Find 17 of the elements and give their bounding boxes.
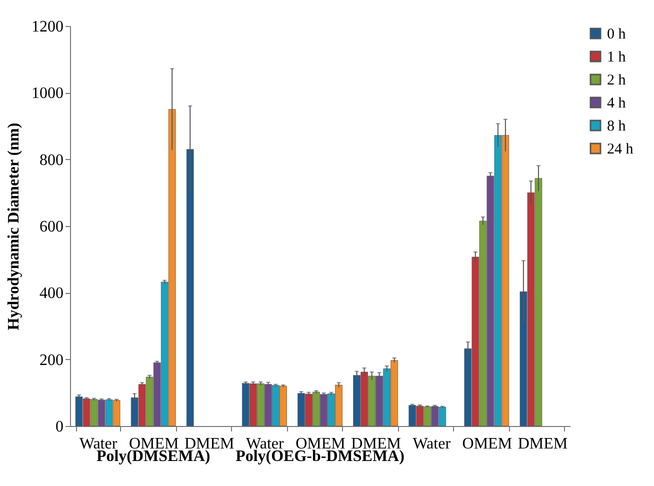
- y-tick-label: 600: [40, 218, 64, 236]
- x-tick-label: Water: [412, 436, 452, 452]
- y-axis-title: Hydrodynamic Diameter (nm): [6, 122, 22, 330]
- y-tick-label: 800: [40, 152, 64, 169]
- legend-label: 24 h: [607, 142, 634, 158]
- legend-label: 2 h: [607, 72, 626, 88]
- legend-label: 4 h: [607, 96, 626, 112]
- legend-label: 1 h: [607, 50, 626, 66]
- x-tick-label: OMEM: [462, 436, 512, 452]
- y-tick-label: 1200: [32, 18, 64, 36]
- legend-label: 8 h: [607, 118, 626, 134]
- legend-label: 0 h: [607, 26, 626, 42]
- y-tick-label: 200: [40, 352, 64, 369]
- y-tick-label: 400: [40, 285, 64, 302]
- y-tick-label: 0: [56, 418, 64, 436]
- y-tick-label: 1000: [32, 85, 64, 102]
- x-tick-label: DMEM: [518, 436, 568, 452]
